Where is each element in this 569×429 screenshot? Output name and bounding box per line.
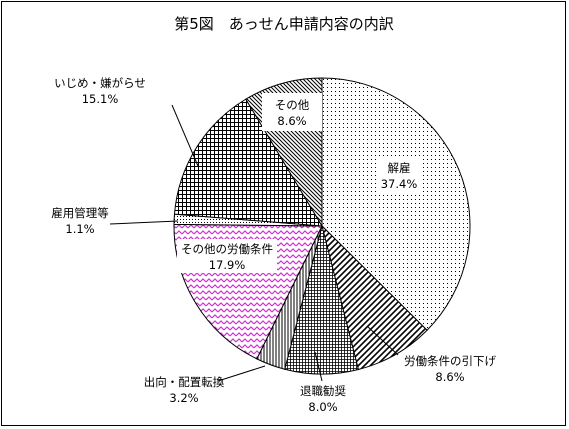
pie-slice-7 xyxy=(173,98,323,227)
slice-label-7: いじめ・嫌がらせ xyxy=(54,76,146,90)
leader-line-7 xyxy=(171,104,199,167)
slice-value-2: 8.6% xyxy=(435,370,464,384)
slice-label-1: 解雇 xyxy=(388,161,411,175)
chart-title: 第5図 あっせん申請内容の内訳 xyxy=(174,15,394,33)
slice-label-5: その他の労働条件 xyxy=(181,242,273,256)
label-bg-1 xyxy=(377,158,421,192)
leader-line-6 xyxy=(109,220,179,225)
slice-label-6: 雇用管理等 xyxy=(51,206,109,220)
leader-line-2 xyxy=(366,325,399,356)
pie-slice-1 xyxy=(321,77,471,331)
label-bg-5 xyxy=(177,239,277,273)
slice-label-4: 出向・配置転換 xyxy=(144,375,225,389)
label-box-8 xyxy=(262,93,322,131)
slice-label-3: 退職勧奨 xyxy=(300,384,346,398)
leader-line-4 xyxy=(217,365,266,382)
slice-value-3: 8.0% xyxy=(308,400,337,414)
slice-label-2: 労働条件の引下げ xyxy=(404,354,496,368)
slice-value-4: 3.2% xyxy=(169,391,198,405)
slice-value-8: 8.6% xyxy=(277,114,306,128)
slice-value-6: 1.1% xyxy=(65,222,94,236)
slice-value-5: 17.9% xyxy=(209,258,246,272)
leader-line-3 xyxy=(314,351,323,382)
slice-value-7: 15.1% xyxy=(82,92,119,106)
slice-value-1: 37.4% xyxy=(381,177,418,191)
slice-label-8: その他 xyxy=(275,98,310,112)
